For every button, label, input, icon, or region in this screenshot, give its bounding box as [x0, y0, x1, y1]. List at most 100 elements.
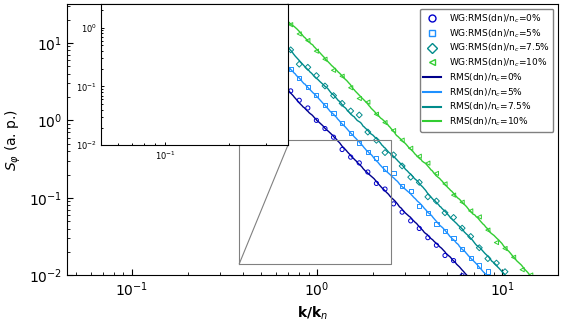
Point	[423, 194, 432, 200]
Point	[303, 105, 312, 111]
Point	[338, 101, 347, 106]
Point	[466, 208, 475, 214]
Point	[457, 200, 466, 205]
Point	[294, 98, 303, 103]
Point	[423, 235, 432, 240]
Point	[406, 188, 415, 194]
Point	[329, 93, 338, 98]
Point	[372, 138, 381, 143]
Point	[492, 303, 501, 308]
Point	[466, 234, 475, 239]
Point	[278, 12, 287, 17]
Point	[269, 74, 278, 79]
Point	[509, 324, 518, 326]
Point	[346, 155, 355, 160]
Point	[286, 66, 295, 71]
Point	[320, 83, 329, 89]
Point	[303, 38, 312, 43]
Point	[389, 128, 398, 133]
Point	[338, 147, 347, 152]
Point	[364, 150, 373, 155]
Point	[312, 118, 321, 123]
Point	[226, 28, 235, 34]
Point	[303, 84, 312, 90]
Point	[355, 112, 364, 118]
Point	[406, 174, 415, 180]
Point	[423, 160, 432, 166]
Point	[466, 281, 475, 286]
Point	[526, 273, 535, 278]
Point	[432, 243, 441, 248]
Point	[389, 171, 398, 176]
Point	[346, 131, 355, 136]
Point	[269, 31, 278, 36]
Point	[526, 298, 535, 303]
Point	[432, 171, 441, 176]
Point	[475, 287, 484, 292]
Point	[432, 199, 441, 204]
Point	[441, 210, 450, 215]
Point	[475, 245, 484, 250]
Point	[312, 49, 321, 54]
Point	[380, 120, 389, 125]
Point	[492, 240, 501, 245]
Point	[338, 120, 347, 125]
Point	[449, 215, 458, 220]
Point	[475, 263, 484, 268]
Point	[483, 300, 492, 305]
Point	[398, 138, 407, 143]
Point	[320, 103, 329, 108]
Point	[346, 85, 355, 90]
Point	[457, 226, 466, 231]
Point	[432, 222, 441, 227]
Point	[509, 282, 518, 288]
Point	[483, 256, 492, 261]
Point	[441, 253, 450, 258]
Point	[518, 309, 527, 314]
Point	[278, 81, 287, 86]
Point	[372, 181, 381, 186]
Point	[518, 267, 527, 272]
Point	[501, 317, 510, 322]
Point	[252, 10, 261, 16]
Point	[457, 273, 466, 278]
Point	[483, 269, 492, 274]
Point	[252, 51, 261, 56]
Point	[535, 281, 544, 286]
Point	[364, 129, 373, 135]
Point	[501, 293, 510, 298]
Point	[303, 65, 312, 70]
Point	[209, 10, 218, 16]
Point	[372, 156, 381, 161]
Point	[269, 51, 278, 56]
Point	[492, 260, 501, 266]
Point	[449, 258, 458, 263]
Point	[226, 0, 235, 4]
X-axis label: k/k$_n$: k/k$_n$	[297, 304, 328, 322]
Point	[415, 180, 424, 185]
Point	[406, 146, 415, 151]
Point	[492, 283, 501, 289]
Point	[501, 269, 510, 274]
Point	[355, 140, 364, 145]
Point	[380, 186, 389, 192]
Point	[380, 150, 389, 155]
Point	[475, 214, 484, 219]
Point	[294, 62, 303, 67]
Point	[441, 229, 450, 234]
Point	[389, 152, 398, 157]
Legend: WG:RMS(dn)/n$_c$=0%, WG:RMS(dn)/n$_c$=5%, WG:RMS(dn)/n$_c$=7.5%, WG:RMS(dn)/n$_c: WG:RMS(dn)/n$_c$=0%, WG:RMS(dn)/n$_c$=5%…	[420, 9, 554, 132]
Point	[380, 166, 389, 171]
Point	[406, 218, 415, 223]
Point	[364, 99, 373, 105]
Point	[320, 57, 329, 62]
Point	[269, 0, 278, 5]
Point	[441, 181, 450, 186]
Y-axis label: $S_\varphi$ (a. p.): $S_\varphi$ (a. p.)	[4, 109, 24, 171]
Point	[398, 183, 407, 188]
Point	[509, 301, 518, 306]
Point	[415, 203, 424, 209]
Point	[286, 47, 295, 52]
Point	[457, 247, 466, 252]
Point	[535, 308, 544, 313]
